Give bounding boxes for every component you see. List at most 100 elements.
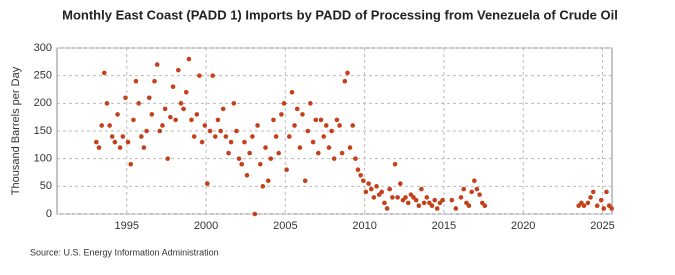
data-point (331, 156, 337, 161)
data-point (308, 101, 313, 106)
data-point (609, 206, 614, 211)
data-point (337, 123, 342, 128)
data-point (191, 134, 197, 139)
data-point (316, 150, 321, 156)
y-tick-label: 300 (34, 42, 52, 54)
data-point (149, 112, 155, 117)
data-point (601, 206, 607, 211)
data-point (194, 112, 200, 117)
data-point (368, 186, 374, 192)
data-point (395, 195, 400, 200)
data-point (146, 95, 152, 101)
data-point (112, 139, 118, 145)
source-note: Source: U.S. Energy Information Administ… (30, 247, 219, 257)
data-point (302, 178, 308, 184)
y-tick-label: 50 (40, 180, 52, 192)
data-point (104, 101, 110, 106)
data-point (154, 62, 160, 67)
data-point (355, 167, 361, 173)
data-point (469, 189, 474, 195)
data-point (117, 145, 123, 150)
data-point (152, 78, 157, 84)
y-tick-label: 0 (46, 208, 52, 220)
data-point (165, 156, 170, 161)
data-point (405, 200, 411, 206)
data-point (345, 70, 350, 76)
data-point (403, 195, 408, 200)
data-point (244, 172, 250, 178)
data-point (461, 186, 467, 192)
data-point (358, 172, 363, 178)
y-tick-label: 150 (34, 125, 52, 137)
data-point (300, 112, 305, 117)
data-point (239, 161, 245, 167)
data-point (371, 195, 377, 200)
data-point (183, 89, 189, 95)
data-point (207, 128, 213, 134)
y-tick-label: 100 (34, 153, 52, 165)
data-point (424, 195, 430, 200)
data-point (250, 134, 255, 139)
data-point (101, 70, 107, 76)
data-point (284, 167, 289, 173)
data-point (366, 181, 371, 186)
data-point (379, 189, 385, 195)
data-point (96, 145, 102, 150)
data-point (472, 178, 477, 184)
data-point (199, 139, 205, 145)
data-point (223, 134, 229, 139)
data-point (231, 101, 237, 106)
data-point (215, 117, 221, 123)
data-point (477, 192, 482, 197)
data-point (416, 203, 422, 208)
data-point (197, 73, 202, 78)
data-point (186, 56, 192, 62)
data-point (363, 189, 369, 195)
data-point (234, 128, 239, 134)
data-point (598, 197, 604, 203)
data-point (585, 200, 591, 206)
data-point (226, 150, 231, 156)
data-point (109, 134, 115, 139)
data-point (136, 101, 141, 106)
x-tick-label: 1995 (115, 220, 139, 232)
data-point (168, 114, 173, 120)
data-point (588, 195, 593, 200)
data-point (318, 117, 324, 123)
data-point (347, 145, 353, 150)
data-point (128, 161, 134, 167)
data-point (252, 211, 258, 217)
data-point (99, 123, 105, 128)
data-point (263, 145, 268, 150)
data-point (202, 123, 208, 128)
data-point (392, 161, 398, 167)
x-tick-label: 2020 (511, 220, 535, 232)
data-point (482, 203, 488, 208)
data-point (581, 203, 587, 208)
data-point (257, 161, 263, 167)
data-point (281, 101, 287, 106)
data-point (220, 106, 226, 112)
data-point (125, 139, 131, 145)
data-point (228, 139, 234, 145)
data-point (242, 139, 247, 145)
data-point (181, 106, 186, 112)
data-point (294, 106, 300, 112)
data-point (419, 186, 424, 192)
data-point (321, 134, 327, 139)
data-point (432, 197, 438, 203)
data-point (212, 134, 218, 139)
data-point (289, 89, 295, 95)
data-point (265, 178, 271, 184)
data-point (273, 134, 279, 139)
data-point (374, 184, 379, 189)
data-point (421, 200, 427, 206)
data-point (287, 134, 292, 139)
data-point (133, 78, 139, 84)
data-point (398, 181, 403, 186)
data-point (384, 206, 390, 211)
x-tick-label: 2025 (590, 220, 614, 232)
y-tick-label: 200 (34, 97, 52, 109)
data-point (123, 95, 128, 101)
